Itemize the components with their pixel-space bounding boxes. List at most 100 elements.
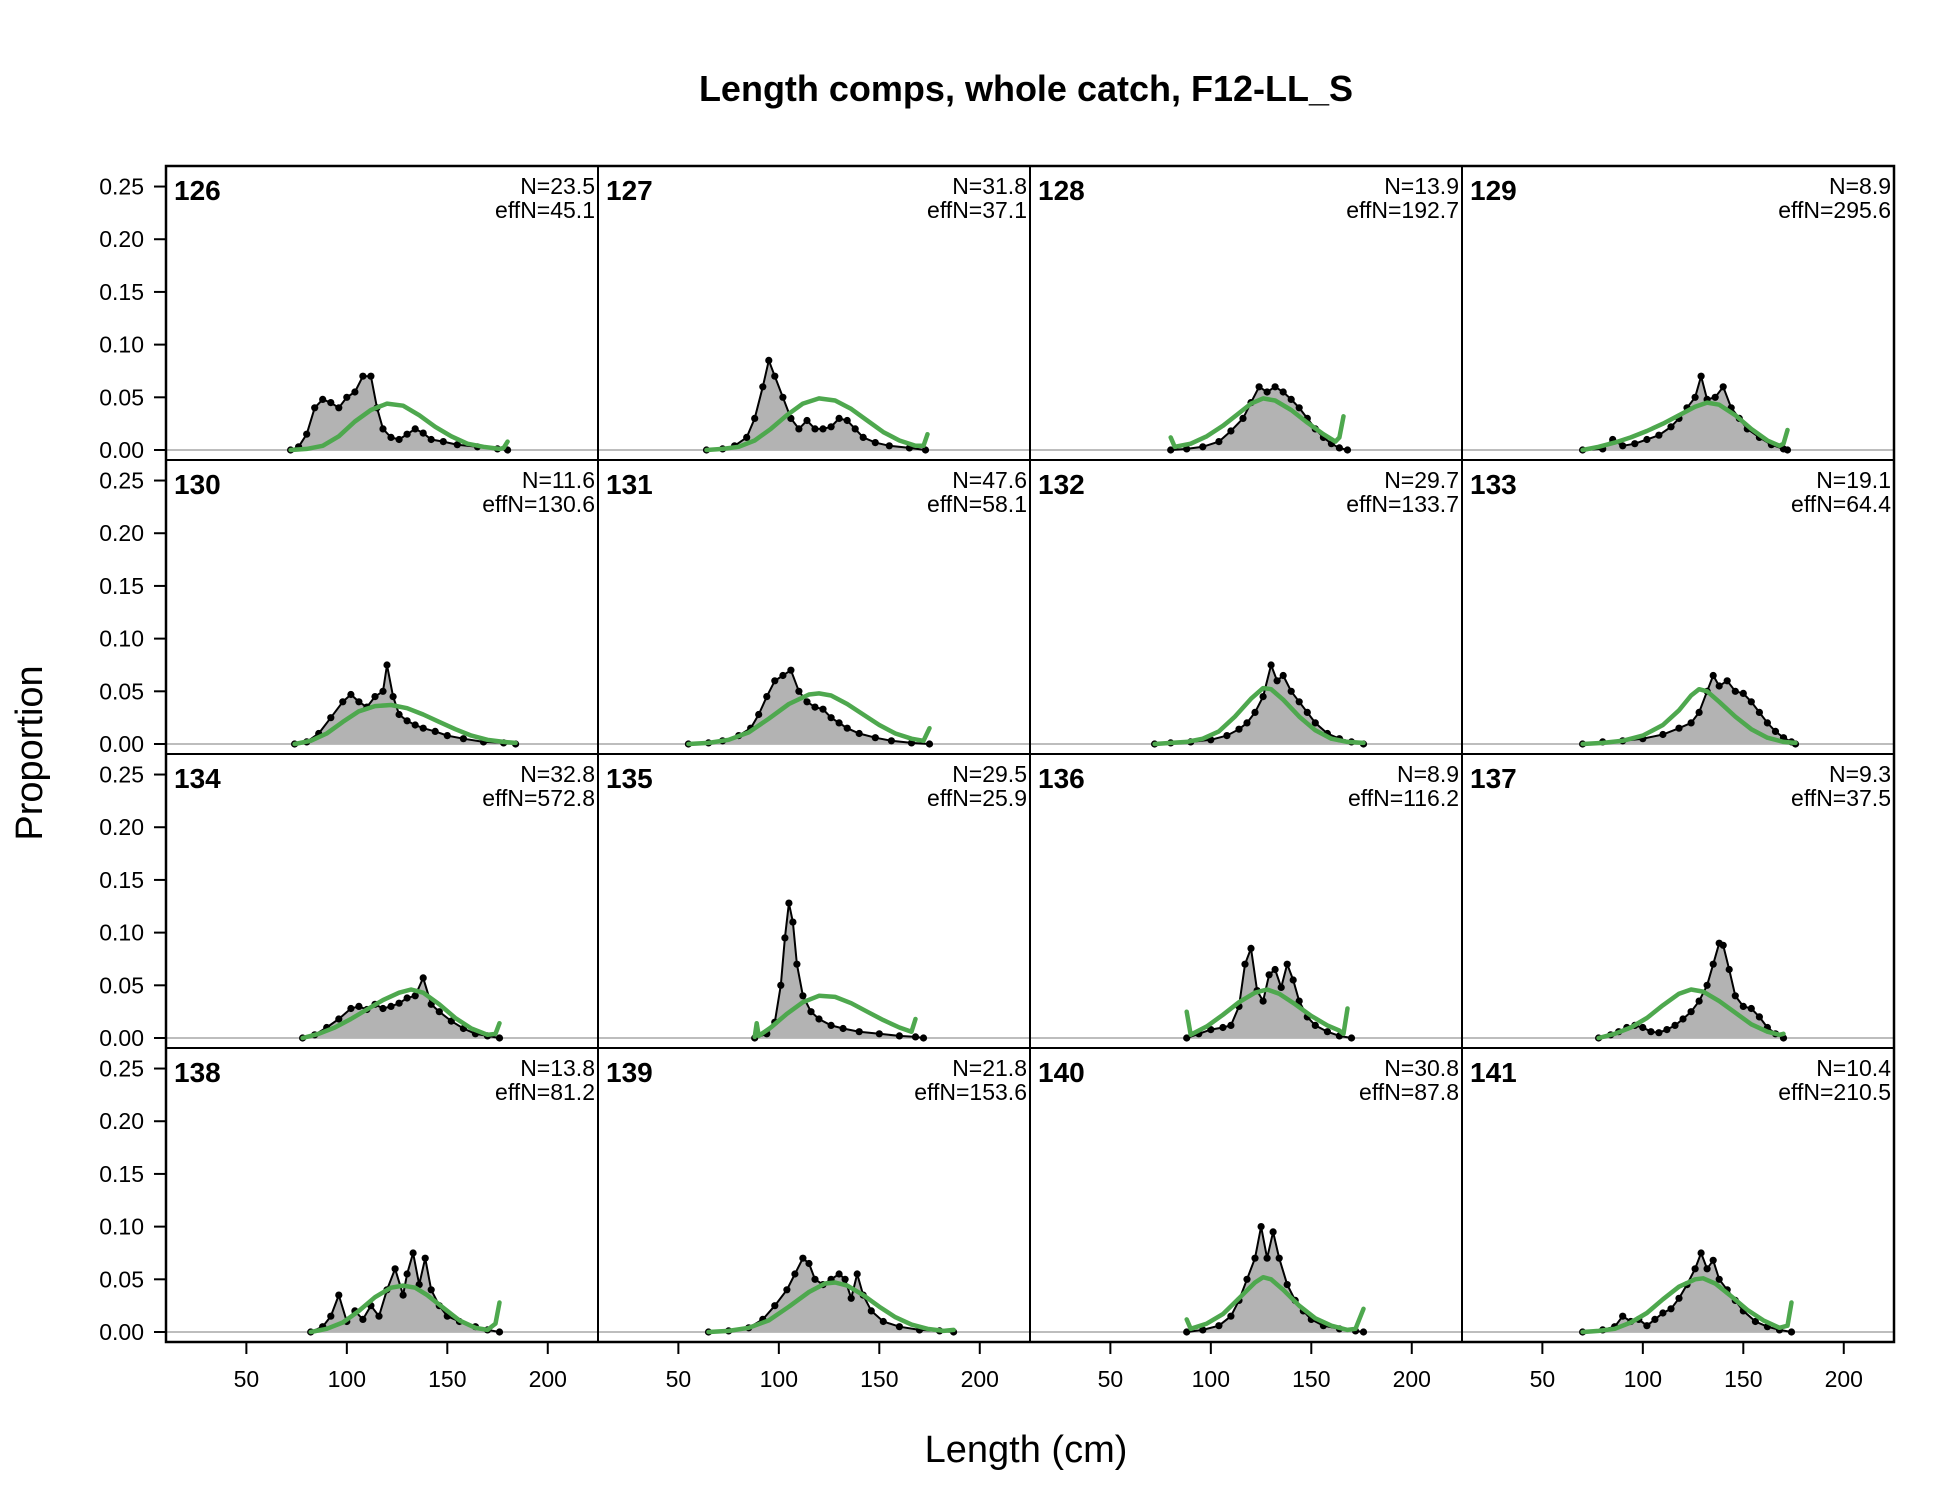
expected-line [1184,1274,1366,1333]
observed-point [885,442,893,450]
observed-area [688,670,930,744]
observed-point [1695,997,1703,1005]
observed-point [1251,708,1259,717]
observed-point [827,1021,835,1029]
observed-point [1239,414,1247,422]
y-tick-label: 0.25 [99,468,144,494]
observed-point [1659,1309,1667,1317]
y-axis-title: Proportion [9,665,51,840]
observed-point [427,435,435,444]
observed-point [1631,440,1639,448]
observed-point [495,1328,504,1336]
observed-point [1667,1305,1675,1313]
observed-point [875,1030,883,1038]
observed-point [1647,1028,1655,1036]
observed-point [335,1015,343,1023]
expected-line [1596,987,1786,1041]
y-tick-label: 0.20 [99,814,144,840]
observed-point [1703,981,1711,989]
observed-point [1739,1002,1747,1011]
observed-point [1235,725,1243,733]
observed-point [1251,1254,1259,1262]
panel-n: N=30.8 [1384,1055,1459,1081]
panel-effn: effN=210.5 [1778,1079,1891,1105]
panel-effn: effN=45.1 [495,197,595,223]
observed-point [787,666,795,674]
panel-label: 132 [1038,469,1085,500]
y-tick-label: 0.05 [99,1266,144,1292]
observed-point [785,899,793,907]
observed-point [803,416,811,425]
panel-n: N=19.1 [1816,467,1891,493]
observed-point [1227,427,1235,435]
expected-line [1168,396,1346,450]
observed-point [403,430,411,438]
observed-point [871,439,879,447]
observed-point [1747,1004,1755,1013]
panel-label: 133 [1470,469,1517,500]
observed-point [371,693,379,701]
observed-point [1259,693,1267,701]
observed-point [1283,1281,1291,1289]
observed-point [1247,944,1255,953]
panel-label: 137 [1470,763,1517,794]
panel-label: 139 [606,1057,653,1088]
observed-point [835,414,843,422]
observed-point [763,693,771,701]
y-tick-label: 0.05 [99,678,144,704]
observed-point [925,740,934,748]
observed-point [1691,393,1699,401]
observed-point [359,372,367,380]
observed-point [355,1002,363,1011]
observed-point [1277,983,1285,992]
observed-point [765,356,773,364]
observed-point [1667,423,1675,431]
observed-point [395,999,403,1007]
y-tick-label: 0.10 [99,920,144,946]
panel-label: 141 [1470,1057,1517,1088]
observed-point [1287,395,1295,403]
observed-point [1279,671,1287,680]
observed-point [1619,1312,1627,1320]
observed-point [1273,677,1281,685]
observed-point [847,1294,855,1302]
observed-point [1223,732,1231,740]
observed-point [1751,1317,1759,1326]
observed-point [1257,1223,1265,1231]
x-tick-label: 100 [760,1366,798,1392]
observed-point [411,721,419,729]
observed-point [1703,1265,1711,1273]
observed-point [895,1032,904,1040]
observed-point [843,416,851,425]
x-tick-label: 200 [961,1366,999,1392]
panel-label: 138 [174,1057,221,1088]
observed-point [347,1004,355,1013]
x-tick-label: 200 [529,1366,567,1392]
observed-point [419,429,427,437]
observed-area [1186,948,1352,1038]
chart-title: Length comps, whole catch, F12-LL_S [699,68,1353,109]
observed-point [1295,997,1303,1005]
observed-point [379,1004,387,1013]
observed-point [1697,1249,1705,1257]
x-tick-label: 50 [666,1366,692,1392]
panel-effn: effN=153.6 [914,1079,1027,1105]
observed-point [1643,1322,1651,1330]
observed-point [1695,708,1703,717]
observed-point [871,734,879,742]
observed-point [327,399,335,407]
observed-point [867,1307,875,1315]
observed-point [443,732,451,740]
observed-point [1763,719,1771,727]
x-tick-label: 50 [234,1366,260,1392]
observed-point [843,724,851,732]
observed-point [1259,997,1267,1005]
observed-point [783,1286,791,1294]
observed-point [387,1002,395,1011]
y-tick-label: 0.00 [99,437,144,463]
observed-point [755,710,763,719]
